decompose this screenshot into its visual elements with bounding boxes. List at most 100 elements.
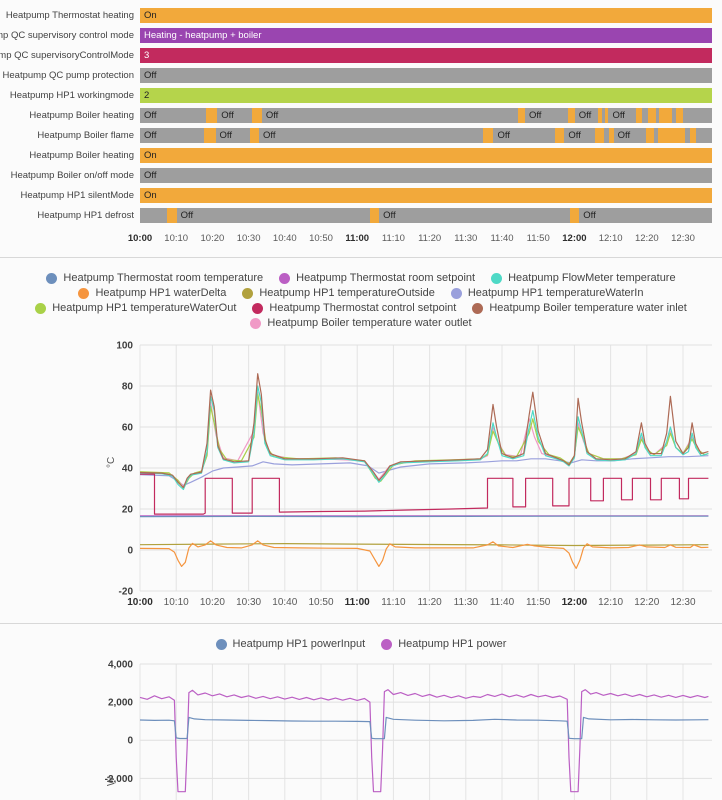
timeline-segment-state: Off [180, 209, 194, 221]
time-tick-label: 11:10 [381, 597, 406, 608]
timeline-segment[interactable] [604, 127, 610, 143]
timeline-segment[interactable]: Off [140, 127, 205, 143]
legend-item[interactable]: Heatpump Thermostat room setpoint [279, 272, 475, 284]
timeline-segment[interactable] [567, 107, 575, 123]
timeline-segment[interactable]: Off [215, 127, 250, 143]
legend-label: Heatpump Thermostat room temperature [63, 272, 264, 284]
timeline-bar[interactable]: On [140, 187, 712, 203]
timeline-segment[interactable]: On [140, 7, 712, 23]
timeline-bar[interactable]: Off Off Off Off Off Off [140, 107, 712, 123]
legend-item[interactable]: Heatpump HP1 temperatureWaterIn [450, 287, 644, 299]
legend-item[interactable]: Heatpump Boiler temperature water inlet [472, 302, 687, 314]
timeline-bar[interactable]: Off [140, 67, 712, 83]
section-divider [0, 623, 722, 624]
legend-item[interactable]: Heatpump HP1 temperatureWaterOut [35, 302, 236, 314]
timeline-segment[interactable] [659, 107, 672, 123]
y-axis-unit-label: °C [106, 457, 117, 468]
timeline-bar[interactable]: On [140, 147, 712, 163]
timeline-segment[interactable]: Off [176, 207, 370, 223]
timeline-row-label: Heatpump HP1 silentMode [20, 189, 134, 201]
timeline-segment[interactable]: Off [524, 107, 568, 123]
timeline-segment[interactable] [684, 127, 691, 143]
timeline-segment[interactable]: Off [379, 207, 571, 223]
timeline-segment[interactable] [655, 107, 660, 123]
timeline-segment[interactable] [683, 107, 712, 123]
timeline-segment[interactable] [140, 207, 168, 223]
timeline-row: Heatpump HP1 workingmode 2 [0, 85, 722, 105]
timeline-segment[interactable]: Off [140, 167, 712, 183]
timeline-segment[interactable] [671, 107, 676, 123]
y-tick-label: 0 [127, 736, 133, 747]
timeline-segment[interactable] [555, 127, 565, 143]
legend-item[interactable]: Heatpump Boiler temperature water outlet [250, 317, 472, 329]
timeline-segment[interactable] [636, 107, 642, 123]
timeline-segment[interactable]: On [140, 187, 712, 203]
timeline-segment[interactable] [483, 127, 494, 143]
timeline-segment[interactable] [658, 127, 685, 143]
timeline-bar[interactable]: Off Off Off [140, 207, 712, 223]
timeline-segment[interactable]: Off [579, 207, 712, 223]
timeline-segment[interactable] [597, 107, 602, 123]
legend-color-dot [381, 638, 393, 650]
timeline-segment[interactable]: 3 [140, 47, 712, 63]
y-tick-label: 0 [127, 546, 133, 557]
series-line [139, 716, 709, 740]
timeline-segment[interactable] [675, 107, 684, 123]
timeline-segment[interactable] [609, 127, 614, 143]
timeline-segment[interactable] [690, 127, 696, 143]
legend-item[interactable]: Heatpump HP1 waterDelta [78, 287, 226, 299]
timeline-segment[interactable] [641, 107, 648, 123]
timeline-segment[interactable]: On [140, 147, 712, 163]
timeline-segment[interactable] [249, 127, 259, 143]
timeline-bar[interactable]: 2 [140, 87, 712, 103]
timeline-segment-state: Off [144, 109, 157, 121]
timeline-bar[interactable]: Heating - heatpump + boiler [140, 27, 712, 43]
time-tick-label: 11:20 [417, 597, 442, 608]
timeline-segment[interactable]: Heating - heatpump + boiler [140, 27, 712, 43]
legend-item[interactable]: Heatpump HP1 temperatureOutside [242, 287, 435, 299]
timeline-segment[interactable] [605, 107, 609, 123]
timeline-segment[interactable] [517, 107, 525, 123]
legend-item[interactable]: Heatpump HP1 powerInput [215, 638, 365, 650]
timeline-bar[interactable]: Off [140, 167, 712, 183]
timeline-segment[interactable] [647, 107, 656, 123]
timeline-row: Heatpump Boiler heating On [0, 145, 722, 165]
time-tick-label: 10:10 [164, 597, 189, 608]
timeline-segment[interactable]: Off [493, 127, 556, 143]
timeline-segment[interactable]: 2 [140, 87, 712, 103]
time-tick-label: 12:00 [562, 597, 588, 608]
timeline-segment[interactable]: Off [258, 127, 484, 143]
timeline-segment[interactable]: Off [140, 67, 712, 83]
timeline-segment[interactable]: Off [574, 107, 598, 123]
timeline-segment[interactable] [205, 107, 218, 123]
timeline-segment[interactable] [653, 127, 659, 143]
timeline-segment[interactable]: Off [140, 107, 206, 123]
timeline-segment[interactable]: Off [217, 107, 253, 123]
timeline-segment[interactable] [570, 207, 580, 223]
timeline-segment[interactable] [369, 207, 380, 223]
timeline-segment[interactable] [204, 127, 216, 143]
timeline-segment[interactable] [601, 107, 606, 123]
legend-color-dot [46, 272, 58, 284]
timeline-segment[interactable] [167, 207, 177, 223]
timeline-bar[interactable]: 3 [140, 47, 712, 63]
timeline-segment-state: Off [497, 129, 510, 141]
legend-item[interactable]: Heatpump FlowMeter temperature [491, 272, 676, 284]
timeline-segment[interactable]: Off [613, 127, 647, 143]
series-line [139, 540, 709, 569]
legend-item[interactable]: Heatpump HP1 power [381, 638, 506, 650]
timeline-segment[interactable] [695, 127, 712, 143]
timeline-segment[interactable] [594, 127, 605, 143]
timeline-segment[interactable] [252, 107, 262, 123]
timeline-segment[interactable]: Off [261, 107, 518, 123]
timeline-segment[interactable]: Off [564, 127, 595, 143]
timeline-segment[interactable] [646, 127, 654, 143]
timeline-segment[interactable]: Off [608, 107, 637, 123]
timeline-bar[interactable]: On [140, 7, 712, 23]
legend-item[interactable]: Heatpump Thermostat control setpoint [252, 302, 456, 314]
state-timeline-panel: Heatpump Thermostat heating On Heatpump QC… [0, 0, 722, 247]
legend-item[interactable]: Heatpump Thermostat room temperature [46, 272, 263, 284]
timeline-bar[interactable]: Off Off Off Off Off Off [140, 127, 712, 143]
